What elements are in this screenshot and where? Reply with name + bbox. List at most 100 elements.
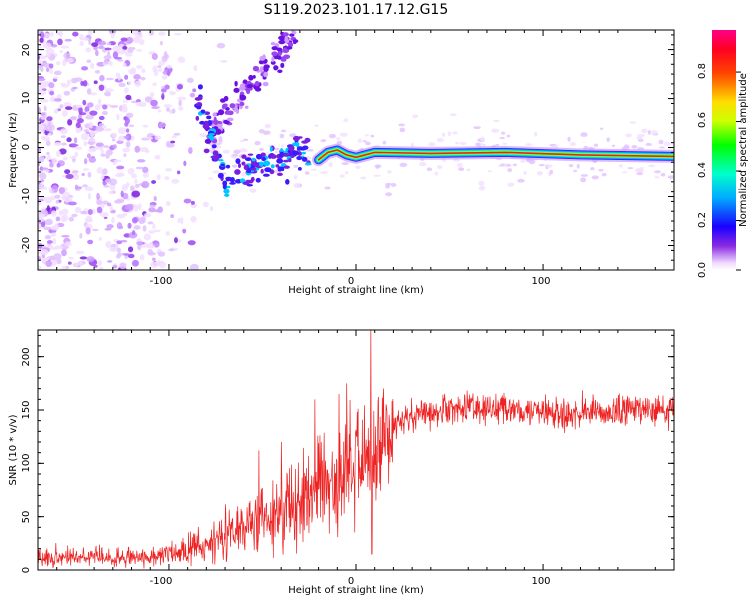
- spectrogram-speckle: [66, 79, 72, 86]
- spectrogram-branch-blob: [276, 158, 284, 164]
- spectrogram-speckle: [123, 253, 130, 256]
- spectrogram-image: [38, 18, 674, 270]
- spectrogram-speckle: [645, 142, 652, 147]
- spectrogram-speckle: [106, 42, 112, 46]
- spectrogram-arc-blob: [229, 103, 236, 109]
- colorbar-tick-label-2: 0.4: [697, 162, 708, 178]
- colorbar-tick-label-1: 0.2: [697, 212, 708, 228]
- spectrogram-speckle: [85, 47, 92, 53]
- spectrogram-arc-blob: [211, 123, 215, 128]
- spectrogram-ylabel: Frequency (Hz): [8, 112, 19, 188]
- spectrogram-speckle: [50, 225, 59, 231]
- spectrogram-speckle: [46, 240, 53, 244]
- spectrogram-speckle: [77, 118, 84, 124]
- spectrogram-speckle: [90, 147, 98, 151]
- spectrogram-arc-blob: [292, 18, 299, 22]
- spectrogram-branch-blob: [270, 164, 275, 169]
- spectrogram-branch-blob: [259, 161, 264, 167]
- spectrogram-speckle: [341, 162, 350, 166]
- spectrogram-speckle: [72, 262, 80, 268]
- spectrogram-speckle: [83, 158, 88, 165]
- snr-xtick-label-1: 0: [348, 576, 354, 587]
- spectrogram-arc-blob: [277, 55, 282, 60]
- spectrogram-speckle: [96, 61, 106, 67]
- spectrogram-speckle: [134, 145, 141, 153]
- spectrogram-speckle: [38, 213, 45, 218]
- spectrogram-arc-blob: [282, 32, 289, 37]
- spectrogram-branch-blob: [304, 162, 312, 166]
- spectrogram-speckle: [398, 123, 406, 127]
- spectrogram-speckle: [667, 175, 674, 179]
- spectrogram-speckle: [161, 55, 168, 63]
- spectrogram-speckle: [151, 257, 156, 261]
- spectrogram-speckle: [123, 87, 129, 94]
- spectrogram-speckle: [110, 31, 115, 39]
- spectrogram-speckle: [81, 66, 89, 71]
- spectrogram-speckle: [131, 217, 138, 224]
- spectrogram-speckle: [55, 150, 61, 158]
- spectrogram-speckle: [321, 139, 327, 142]
- spectrogram-speckle: [336, 137, 341, 141]
- spectrogram-branch-blob: [260, 168, 264, 174]
- spectrogram-speckle: [62, 109, 68, 117]
- spectrogram-speckle: [507, 182, 515, 187]
- spectrogram-speckle: [154, 135, 162, 141]
- spectrogram-speckle: [63, 52, 71, 60]
- spectrogram-speckle: [71, 213, 78, 218]
- spectrogram-speckle: [136, 64, 143, 69]
- spectrogram-speckle: [168, 248, 175, 252]
- spectrogram-speckle: [97, 260, 103, 266]
- spectrogram-speckle: [61, 249, 67, 257]
- spectrogram-branch-blob: [226, 185, 231, 189]
- spectrogram-speckle: [507, 168, 513, 173]
- spectrogram-speckle: [212, 170, 220, 174]
- spectrogram-speckle: [220, 59, 228, 63]
- spectrogram-speckle: [150, 261, 159, 268]
- spectrogram-speckle: [636, 136, 643, 140]
- snr-xtick-label-0: -100: [150, 576, 173, 587]
- spectrogram-speckle: [641, 128, 648, 134]
- spectrogram-speckle: [72, 86, 78, 90]
- spectrogram-speckle: [153, 196, 157, 202]
- spectrogram-speckle: [62, 156, 68, 161]
- spectrogram-speckle: [192, 88, 197, 93]
- spectrogram-speckle: [71, 143, 79, 147]
- spectrogram-speckle: [186, 77, 194, 84]
- spectrogram-speckle: [95, 142, 104, 147]
- spectrogram-speckle: [64, 169, 71, 175]
- spectrogram-speckle: [103, 55, 112, 60]
- spectrogram-speckle: [38, 106, 42, 114]
- spectrogram-speckle: [328, 162, 333, 168]
- spectrogram-speckle: [130, 67, 137, 75]
- spectrogram-speckle: [38, 250, 44, 255]
- spectrogram-speckle: [46, 151, 50, 155]
- spectrogram-speckle: [40, 179, 45, 183]
- spectrogram-speckle: [165, 107, 171, 112]
- spectrogram-speckle: [418, 162, 427, 167]
- spectrogram-speckle: [51, 189, 55, 192]
- spectrogram-speckle: [104, 47, 112, 51]
- spectrogram-arc-blob: [244, 105, 249, 109]
- spectrogram-branch-blob: [224, 193, 230, 197]
- spectrogram-speckle: [190, 200, 195, 205]
- spectrogram-speckle: [502, 142, 508, 145]
- spectrogram-speckle: [92, 228, 99, 232]
- spectrogram-speckle: [118, 135, 125, 142]
- spectrogram-speckle: [580, 177, 587, 183]
- spectrogram-speckle: [131, 230, 136, 236]
- spectrogram-branch-blob: [225, 164, 231, 169]
- spectrogram-speckle: [134, 80, 142, 87]
- spectrogram-branch-blob: [288, 158, 292, 163]
- spectrogram-branch-blob: [217, 172, 224, 179]
- spectrogram-speckle: [120, 37, 128, 42]
- spectrogram-speckle: [61, 142, 67, 146]
- spectrogram-branch-blob: [262, 173, 270, 177]
- spectrogram-speckle: [50, 232, 56, 237]
- spectrogram-speckle: [39, 112, 46, 116]
- spectrogram-speckle: [83, 129, 90, 132]
- spectrogram-branch-blob: [223, 188, 230, 194]
- spectrogram-speckle: [82, 184, 88, 188]
- spectrogram-speckle: [601, 172, 607, 177]
- colorbar-gradient: [712, 30, 736, 270]
- spectrogram-speckle: [501, 131, 506, 135]
